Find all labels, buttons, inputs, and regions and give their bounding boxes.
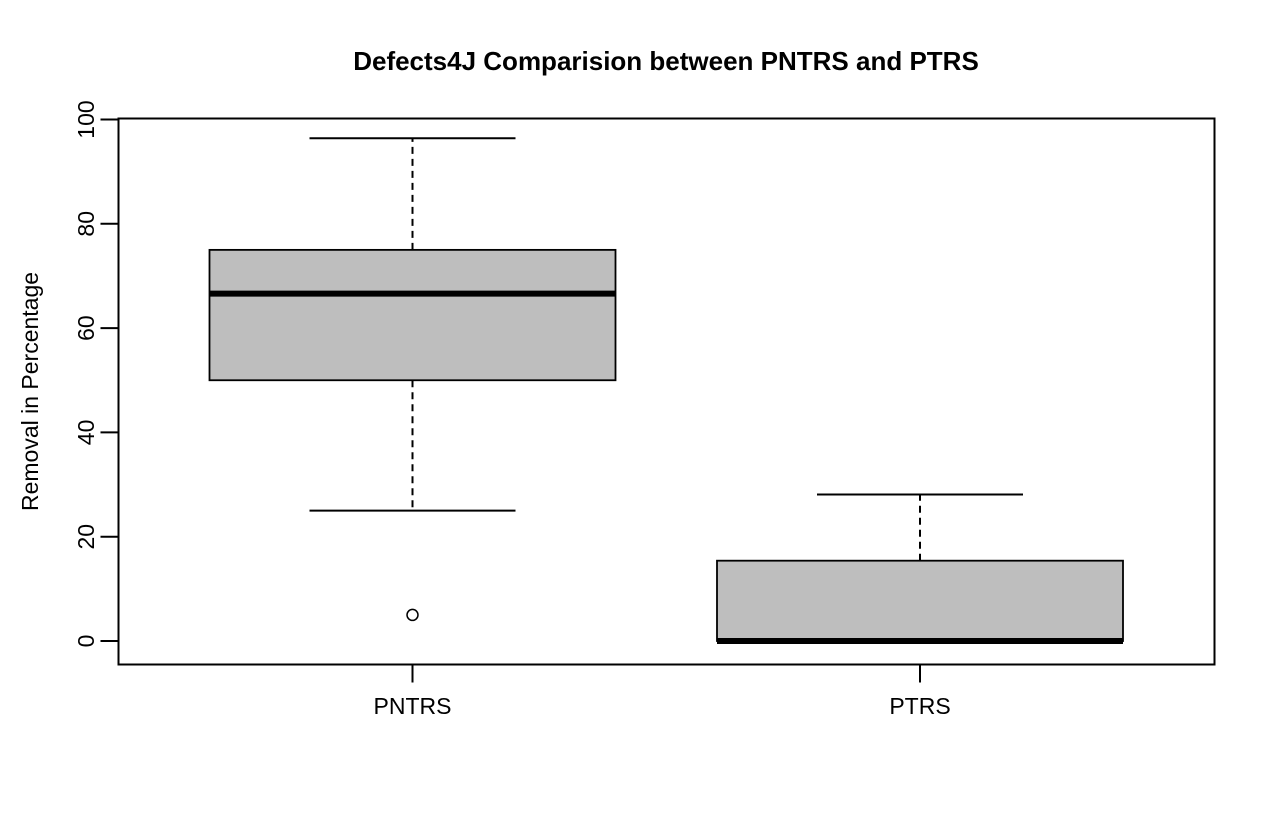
x-axis-category-label: PNTRS — [374, 693, 452, 719]
pntrs-outlier-point — [406, 608, 419, 622]
axes-layer: 0 20 40 60 80 100 PNTRS PTRS — [73, 100, 951, 719]
y-axis-tick-label: 40 — [73, 420, 99, 446]
y-axis-tick-label: 100 — [73, 100, 99, 138]
chart-title: Defects4J Comparision between PNTRS and … — [353, 46, 979, 76]
y-axis-tick-label: 20 — [73, 524, 99, 550]
pntrs-iqr-box — [208, 248, 617, 382]
series-layer — [208, 137, 1124, 644]
y-axis-tick-label: 60 — [73, 315, 99, 341]
y-axis-tick-label: 80 — [73, 211, 99, 237]
ptrs-iqr-box — [716, 559, 1124, 642]
y-axis-label: Removal in Percentage — [17, 272, 43, 511]
plot-area-border — [117, 117, 1216, 666]
y-axis-tick-label: 0 — [73, 635, 99, 648]
x-axis-category-label: PTRS — [889, 693, 950, 719]
